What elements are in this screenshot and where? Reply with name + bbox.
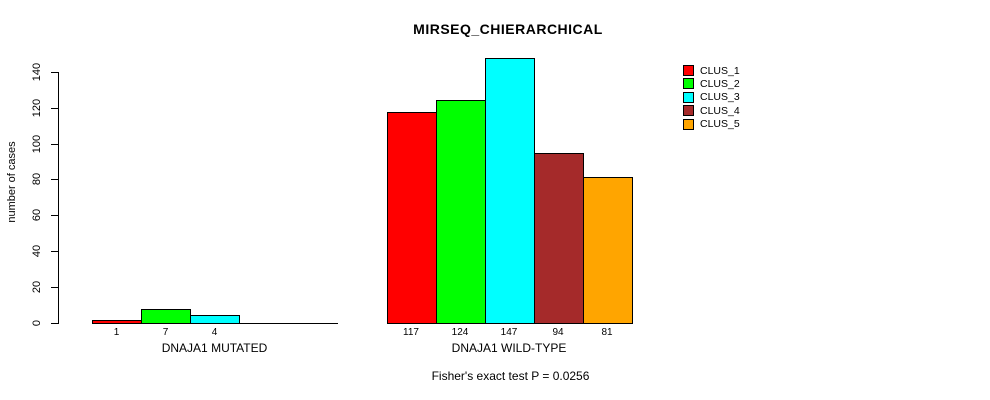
bar-value-label: 94: [552, 327, 564, 338]
y-tick-label: 120: [31, 98, 43, 117]
legend-label-clus-2: CLUS_2: [700, 77, 740, 90]
chart-title: MIRSEQ_CHIERARCHICAL: [413, 21, 603, 37]
bar-clus-4-dnaja1-wild-type: [533, 153, 584, 324]
legend-swatch-clus-2: [683, 78, 694, 90]
bar-clus-1-dnaja1-mutated: [92, 320, 142, 324]
legend-swatch-clus-1: [683, 65, 694, 76]
y-axis-label: number of cases: [6, 141, 18, 223]
bar-clus-1-dnaja1-wild-type: [386, 112, 437, 324]
legend-label-clus-1: CLUS_1: [700, 64, 740, 77]
y-tick: [51, 251, 58, 253]
y-tick-label: 40: [31, 245, 43, 258]
bar-clus-3-dnaja1-wild-type: [484, 58, 535, 324]
y-tick: [51, 215, 58, 217]
footnote-fisher-test: Fisher's exact test P = 0.0256: [431, 369, 590, 383]
bar-clus-2-dnaja1-mutated: [141, 309, 191, 324]
y-tick-label: 140: [31, 62, 43, 82]
y-tick: [51, 179, 58, 181]
bar-clus-3-dnaja1-mutated: [190, 314, 240, 324]
legend-swatch-clus-4: [683, 105, 694, 117]
bar-value-label: 147: [500, 327, 518, 338]
legend-label-clus-5: CLUS_5: [700, 118, 740, 131]
bar-value-label: 117: [403, 327, 419, 338]
group-label-dnaja1-mutated: DNAJA1 MUTATED: [161, 340, 268, 355]
legend-swatch-clus-5: [683, 118, 694, 130]
y-tick-label: 80: [31, 173, 43, 186]
y-tick-label: 100: [31, 134, 43, 153]
bar-value-label: 1: [113, 327, 120, 338]
legend-swatch-clus-3: [683, 91, 694, 103]
y-tick: [51, 143, 58, 145]
legend-label-clus-3: CLUS_3: [700, 91, 740, 104]
group-label-dnaja1-wild-type: DNAJA1 WILD-TYPE: [451, 340, 567, 355]
bar-clus-5-dnaja1-wild-type: [582, 176, 633, 324]
y-axis-line: [58, 71, 59, 324]
legend-label-clus-4: CLUS_4: [700, 104, 740, 117]
y-tick: [51, 287, 58, 289]
bar-value-label: 81: [601, 327, 613, 338]
y-tick-label: 60: [31, 209, 43, 222]
y-tick: [51, 323, 58, 324]
bar-clus-2-dnaja1-wild-type: [435, 99, 486, 324]
y-tick-label: 20: [31, 280, 43, 294]
y-tick: [51, 71, 58, 73]
bar-value-label: 124: [451, 327, 469, 338]
bar-value-label: 4: [211, 327, 218, 338]
y-tick: [51, 107, 58, 109]
y-tick-label: 0: [31, 319, 43, 327]
bar-value-label: 7: [162, 327, 169, 338]
